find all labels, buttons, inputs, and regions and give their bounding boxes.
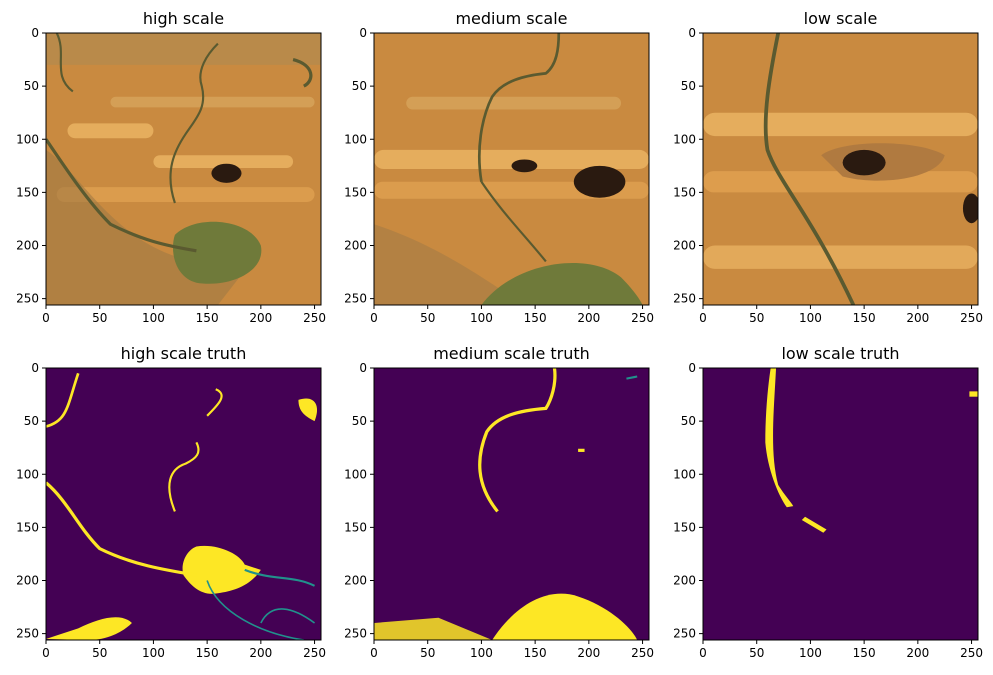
x-tick-label: 150 <box>853 646 876 660</box>
y-tick-label: 150 <box>344 185 367 199</box>
mask-image <box>46 368 321 640</box>
y-tick-label: 200 <box>16 574 39 588</box>
x-tick-label: 100 <box>799 646 822 660</box>
x-tick-label: 50 <box>420 646 435 660</box>
y-tick-label: 50 <box>681 79 696 93</box>
panel-title: medium scale <box>455 9 567 28</box>
y-tick-label: 50 <box>24 414 39 428</box>
x-tick-label: 0 <box>699 311 707 325</box>
y-tick-label: 200 <box>673 574 696 588</box>
x-tick-label: 200 <box>249 311 272 325</box>
y-tick-label: 250 <box>673 627 696 641</box>
panel-title: high scale truth <box>121 344 247 363</box>
y-tick-label: 250 <box>344 627 367 641</box>
axes-frame <box>702 367 979 641</box>
axes-frame <box>373 32 650 306</box>
panel-title: medium scale truth <box>433 344 590 363</box>
x-tick-label: 150 <box>524 311 547 325</box>
y-tick-label: 100 <box>344 467 367 481</box>
y-tick-label: 250 <box>344 292 367 306</box>
x-tick-label: 250 <box>303 311 326 325</box>
x-tick-label: 200 <box>249 646 272 660</box>
mask-image <box>374 368 649 640</box>
x-tick-label: 100 <box>470 311 493 325</box>
x-tick-label: 200 <box>577 646 600 660</box>
x-tick-label: 250 <box>631 646 654 660</box>
y-tick-label: 150 <box>16 185 39 199</box>
y-tick-label: 250 <box>16 292 39 306</box>
x-tick-label: 100 <box>470 646 493 660</box>
satellite-image <box>703 33 978 305</box>
y-tick-label: 200 <box>673 239 696 253</box>
y-tick-label: 100 <box>16 132 39 146</box>
y-tick-label: 0 <box>359 361 367 375</box>
y-tick-label: 50 <box>352 414 367 428</box>
y-tick-label: 150 <box>673 185 696 199</box>
panel-title: high scale <box>143 9 224 28</box>
x-tick-label: 250 <box>303 646 326 660</box>
x-tick-label: 100 <box>142 311 165 325</box>
y-tick-label: 0 <box>31 26 39 40</box>
y-tick-label: 100 <box>344 132 367 146</box>
y-tick-label: 200 <box>16 239 39 253</box>
panel-title: low scale <box>804 9 878 28</box>
x-tick-label: 50 <box>92 311 107 325</box>
satellite-image <box>46 33 321 305</box>
y-tick-label: 150 <box>16 520 39 534</box>
x-tick-label: 0 <box>42 646 50 660</box>
x-tick-label: 100 <box>799 311 822 325</box>
x-tick-label: 150 <box>853 311 876 325</box>
x-tick-label: 250 <box>960 311 983 325</box>
x-tick-label: 150 <box>524 646 547 660</box>
satellite-image <box>374 33 649 305</box>
axes-frame <box>45 32 322 306</box>
x-tick-label: 50 <box>92 646 107 660</box>
y-tick-label: 0 <box>688 361 696 375</box>
panel-title: low scale truth <box>781 344 899 363</box>
x-tick-label: 150 <box>196 311 219 325</box>
x-tick-label: 50 <box>749 311 764 325</box>
x-tick-label: 250 <box>960 646 983 660</box>
x-tick-label: 0 <box>370 646 378 660</box>
y-tick-label: 250 <box>673 292 696 306</box>
axes-frame <box>702 32 979 306</box>
x-tick-label: 50 <box>749 646 764 660</box>
y-tick-label: 50 <box>352 79 367 93</box>
y-tick-label: 50 <box>681 414 696 428</box>
x-tick-label: 0 <box>370 311 378 325</box>
y-tick-label: 0 <box>31 361 39 375</box>
y-tick-label: 150 <box>673 520 696 534</box>
x-tick-label: 200 <box>577 311 600 325</box>
mask-image <box>703 368 978 640</box>
y-tick-label: 100 <box>673 467 696 481</box>
y-tick-label: 250 <box>16 627 39 641</box>
x-tick-label: 50 <box>420 311 435 325</box>
y-tick-label: 100 <box>16 467 39 481</box>
x-tick-label: 0 <box>42 311 50 325</box>
y-tick-label: 200 <box>344 239 367 253</box>
x-tick-label: 250 <box>631 311 654 325</box>
x-tick-label: 200 <box>906 311 929 325</box>
x-tick-label: 200 <box>906 646 929 660</box>
y-tick-label: 50 <box>24 79 39 93</box>
y-tick-label: 0 <box>688 26 696 40</box>
y-tick-label: 150 <box>344 520 367 534</box>
x-tick-label: 100 <box>142 646 165 660</box>
x-tick-label: 0 <box>699 646 707 660</box>
x-tick-label: 150 <box>196 646 219 660</box>
y-tick-label: 0 <box>359 26 367 40</box>
axes-frame <box>373 367 650 641</box>
y-tick-label: 200 <box>344 574 367 588</box>
y-tick-label: 100 <box>673 132 696 146</box>
axes-frame <box>45 367 322 641</box>
